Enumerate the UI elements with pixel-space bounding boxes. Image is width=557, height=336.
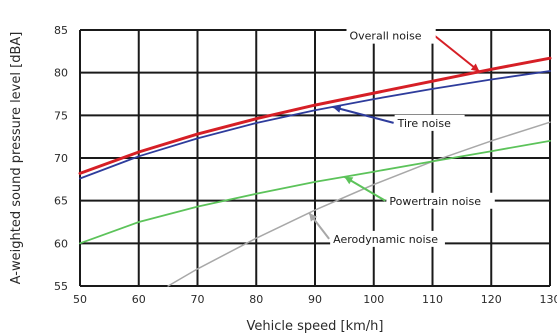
annotation-label: Aerodynamic noise xyxy=(333,233,438,246)
y-tick-label: 70 xyxy=(54,152,68,165)
x-tick-label: 60 xyxy=(132,293,146,306)
x-tick-label: 130 xyxy=(540,293,557,306)
y-tick-label: 65 xyxy=(54,195,68,208)
y-tick-label: 75 xyxy=(54,109,68,122)
x-tick-label: 90 xyxy=(308,293,322,306)
annotation-label-bg xyxy=(330,230,445,247)
x-tick-label: 120 xyxy=(481,293,502,306)
y-axis-title: A-weighted sound pressure level [dBA] xyxy=(9,32,24,285)
annotation-arrow-line xyxy=(332,105,394,124)
annotation-arrowhead xyxy=(470,63,480,72)
annotation-label-bg xyxy=(346,27,436,44)
annotation-label: Powertrain noise xyxy=(389,195,481,208)
series-line-powertrain-noise xyxy=(79,139,551,245)
annotation-arrow-line xyxy=(433,34,481,73)
tick-labels: 50 60 70 80 90 100 110 120 130 55 60 65 70 75 80 85 xyxy=(54,24,557,306)
series-annotations: Overall noise Tire noise Powertrain noise A… xyxy=(308,27,495,247)
y-tick-label: 80 xyxy=(54,67,68,80)
x-tick-label: 110 xyxy=(422,293,443,306)
series-line-tire-noise xyxy=(79,70,551,180)
annotation-arrowhead xyxy=(332,105,342,113)
x-tick-label: 100 xyxy=(363,293,384,306)
annotation-arrowhead xyxy=(344,176,354,185)
series-line-overall-noise xyxy=(78,56,552,175)
x-axis-title: Vehicle speed [km/h] xyxy=(247,319,384,334)
annotation-label: Tire noise xyxy=(397,117,451,130)
y-tick-label: 60 xyxy=(54,237,68,250)
y-tick-label: 55 xyxy=(54,280,68,293)
grid-lines xyxy=(79,29,551,287)
annotation-label-bg xyxy=(394,114,465,131)
x-tick-label: 80 xyxy=(249,293,263,306)
annotation-label-bg xyxy=(386,192,495,209)
x-tick-label: 50 xyxy=(73,293,87,306)
x-tick-label: 70 xyxy=(191,293,205,306)
series-line-aerodynamic-noise xyxy=(167,121,551,287)
annotation-arrowhead xyxy=(309,212,318,222)
annotation-label: Overall noise xyxy=(350,30,422,43)
series-lines xyxy=(78,56,552,287)
y-tick-label: 85 xyxy=(54,24,68,37)
